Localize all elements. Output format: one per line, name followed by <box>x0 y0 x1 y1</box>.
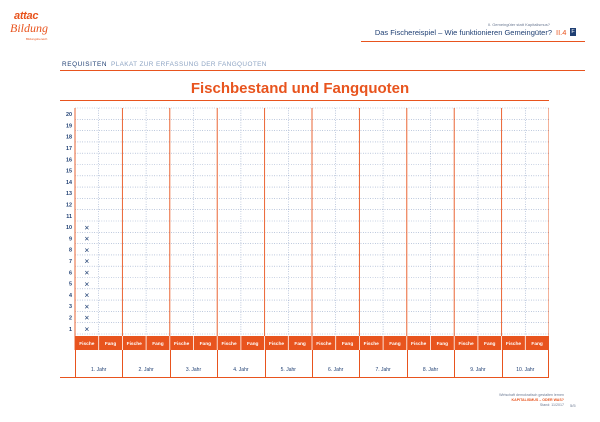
section-divider <box>60 70 585 71</box>
section-label: REQUISITEN <box>62 61 108 68</box>
column-header-fische: Fische <box>174 341 190 347</box>
section-subtitle: PLAKAT ZUR ERFASSUNG DER FANGQUOTEN <box>111 61 267 68</box>
year-label: 9. Jahr <box>470 367 486 373</box>
row-number-label: 18 <box>66 135 72 141</box>
row-number-label: 4 <box>69 293 72 299</box>
header-title: Das Fischereispiel – Wie funktionieren G… <box>374 28 552 37</box>
logo-text-attac: attac <box>14 10 39 22</box>
year-label: 3. Jahr <box>185 367 202 373</box>
fish-mark: ✕ <box>84 292 89 300</box>
year-label-separator <box>264 350 266 377</box>
column-header-fische: Fische <box>269 341 285 347</box>
row-number-label: 6 <box>69 270 72 276</box>
year-label: 4. Jahr <box>233 367 249 373</box>
footer-line-2: KAPITALISMUS – ODER WAS? <box>511 398 564 402</box>
row-number-label: 3 <box>69 304 72 310</box>
row-number-label: 17 <box>66 146 72 152</box>
row-number-label: 8 <box>69 248 72 254</box>
year-label-separator <box>217 350 219 377</box>
year-label-separator <box>359 350 361 377</box>
row-number-label: 12 <box>66 203 72 209</box>
header-badge: F <box>570 28 576 36</box>
year-label: 5. Jahr <box>280 367 296 373</box>
logo-text-bildung: Bildung <box>10 21 48 35</box>
column-header-fang: Fang <box>105 341 117 347</box>
row-number-label: 1 <box>69 327 72 333</box>
column-header-fische: Fische <box>79 341 95 347</box>
year-label: 10. Jahr <box>516 367 535 373</box>
year-label-separator <box>406 350 408 377</box>
column-header-fang: Fang <box>389 341 401 347</box>
year-label: 6. Jahr <box>328 367 344 373</box>
row-number-label: 2 <box>69 316 72 322</box>
column-header-fische: Fische <box>411 341 427 347</box>
row-number-label: 5 <box>69 282 72 288</box>
header-kicker: II. Gemeingüter statt Kapitalismus? <box>487 22 550 27</box>
page-number: 5/5 <box>570 403 576 408</box>
fish-mark: ✕ <box>84 326 89 334</box>
fish-mark: ✕ <box>84 314 89 322</box>
column-header-fische: Fische <box>364 341 380 347</box>
attac-logo: attac Bildung Bildungsbereich <box>6 10 52 44</box>
column-header-fang: Fang <box>200 341 212 347</box>
year-label-separator-end <box>548 350 549 377</box>
year-label: 7. Jahr <box>375 367 391 373</box>
column-header-fang: Fang <box>247 341 259 347</box>
fish-mark: ✕ <box>84 258 89 266</box>
row-number-label: 20 <box>66 112 72 118</box>
fish-mark: ✕ <box>84 246 89 254</box>
column-header-fang: Fang <box>484 341 496 347</box>
column-header-fang: Fang <box>342 341 354 347</box>
column-header-fang: Fang <box>294 341 306 347</box>
row-number-label: 14 <box>66 180 72 186</box>
footer-line-3: Stand: 11/2017 <box>539 403 564 407</box>
poster-title-divider <box>60 100 549 101</box>
row-number-label: 10 <box>66 225 72 231</box>
row-number-label: 11 <box>66 214 72 220</box>
quota-grid: 20 19 18 17 16 15 14 13 12 11 10 9 8 7 6 5 4 3 2 1 ✕ ✕ ✕ ✕ ✕ ✕ ✕ ✕ ✕… <box>60 104 549 350</box>
year-label: 8. Jahr <box>422 367 439 373</box>
year-label: 2. Jahr <box>138 367 154 373</box>
column-header-fang: Fang <box>531 341 543 347</box>
fish-mark: ✕ <box>84 269 89 277</box>
column-header-fang: Fang <box>152 341 164 347</box>
column-header-fische: Fische <box>458 341 474 347</box>
row-number-label: 7 <box>69 259 72 265</box>
year-label-separator <box>169 350 171 377</box>
year-label: 1. Jahr <box>91 367 107 373</box>
column-header-fische: Fische <box>127 341 143 347</box>
row-number-label: 15 <box>66 169 72 175</box>
column-header-fische: Fische <box>316 341 332 347</box>
row-number-label: 9 <box>69 236 72 242</box>
row-number-label: 16 <box>66 157 72 163</box>
column-header-fang: Fang <box>437 341 449 347</box>
row-number-label: 19 <box>66 123 72 129</box>
year-label-separator <box>312 350 313 377</box>
fish-mark: ✕ <box>84 235 89 243</box>
fish-mark: ✕ <box>84 303 89 311</box>
footer-line-1: Wirtschaft demokratisch gestalten lernen <box>499 393 564 397</box>
year-label-separator <box>454 350 456 377</box>
quota-grid-svg: 20 19 18 17 16 15 14 13 12 11 10 9 8 7 6 5 4 3 2 1 ✕ ✕ ✕ ✕ ✕ ✕ ✕ ✕ ✕… <box>66 107 549 350</box>
row-number-label: 13 <box>66 191 72 197</box>
fish-mark: ✕ <box>84 224 89 232</box>
year-label-separator <box>501 350 503 377</box>
header-divider <box>361 41 585 42</box>
fish-mark: ✕ <box>84 280 89 288</box>
year-label-separator <box>122 350 124 377</box>
grid-bottom-divider <box>60 377 549 378</box>
year-label-separator <box>75 350 76 377</box>
header-code: II.4 <box>556 28 567 37</box>
poster-title: Fischbestand und Fangquoten <box>190 80 410 97</box>
logo-text-sub: Bildungsbereich <box>26 37 48 41</box>
column-header-fische: Fische <box>506 341 522 347</box>
column-header-fische: Fische <box>221 341 237 347</box>
